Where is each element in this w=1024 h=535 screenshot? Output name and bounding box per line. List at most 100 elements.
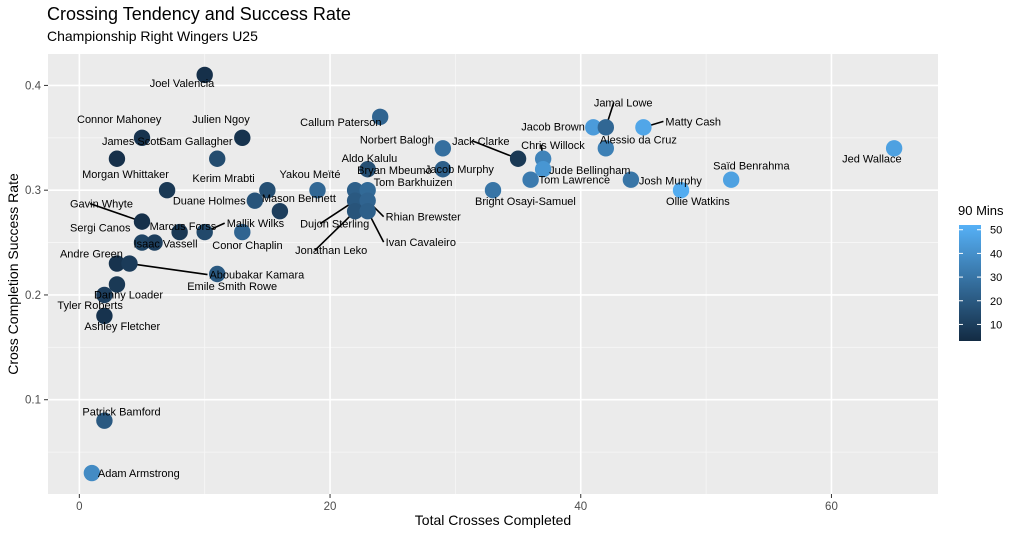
chart-subtitle: Championship Right Wingers U25 — [47, 28, 258, 44]
point-label: Marcus Forss — [150, 221, 217, 233]
point-label: Danny Loader — [94, 289, 163, 301]
point-label: Gavin Whyte — [70, 199, 133, 211]
x-tick-label: 0 — [76, 501, 82, 513]
data-point — [133, 129, 151, 147]
point-label: Yakou Meïté — [280, 169, 341, 181]
data-point — [309, 181, 326, 199]
point-label: Isaac Vassell — [134, 239, 198, 251]
point-label: Connor Mahoney — [77, 114, 162, 126]
data-point — [171, 223, 188, 241]
point-label: Julien Ngoy — [192, 114, 250, 126]
y-axis-title: Cross Completion Success Rate — [5, 173, 21, 375]
data-point — [622, 171, 640, 188]
data-point — [635, 119, 652, 136]
data-point — [434, 140, 452, 157]
data-point — [259, 181, 276, 199]
data-point — [209, 265, 226, 283]
x-tick-label: 60 — [825, 501, 838, 513]
data-point — [484, 181, 502, 199]
point-label: Alessio da Cruz — [600, 134, 677, 146]
point-label: Jack Clarke — [452, 136, 509, 148]
x-axis-title: Total Crosses Completed — [415, 512, 571, 528]
data-point — [585, 119, 602, 136]
data-point — [672, 181, 690, 199]
point-labels: Joel Valencia Connor Mahoney Julien Ngoy Ja… — [57, 78, 901, 480]
data-point — [234, 223, 251, 241]
point-label: Sergi Canos — [70, 223, 131, 235]
point-label: Sam Gallagher — [159, 136, 233, 148]
point-label: Kerim Mrabti — [192, 173, 254, 185]
point-label: Tom Lawrence — [539, 175, 611, 187]
point-label: Ollie Watkins — [666, 196, 730, 208]
y-tick-label: 0.3 — [25, 185, 41, 197]
point-label: Josh Murphy — [639, 176, 702, 188]
point-label: Emile Smith Rowe — [187, 281, 277, 293]
point-label: Morgan Whittaker — [82, 169, 169, 181]
point-label: Andre Green — [60, 249, 123, 261]
point-label: Callum Paterson — [300, 117, 381, 129]
data-point — [885, 140, 903, 157]
data-point — [234, 129, 251, 147]
legend-tick-label: 30 — [990, 272, 1002, 284]
y-tick-label: 0.4 — [25, 80, 42, 92]
data-point — [522, 171, 539, 188]
data-point — [597, 119, 615, 136]
point-label: Jude Bellingham — [549, 165, 630, 177]
data-point — [434, 161, 452, 178]
legend-ticks: 10 20 30 40 50 — [959, 225, 1002, 331]
point-label: Joel Valencia — [150, 78, 215, 90]
point-label: Dujon Sterling — [300, 219, 369, 231]
point-label: Matty Cash — [665, 116, 721, 128]
y-tick-label: 0.1 — [25, 395, 41, 407]
data-point — [722, 171, 740, 188]
x-tick-label: 20 — [324, 501, 337, 513]
point-label: Norbert Balogh — [360, 134, 434, 146]
point-label: Conor Chaplin — [212, 240, 282, 252]
point-label: Mason Bennett — [262, 193, 336, 205]
data-point — [96, 307, 113, 325]
data-point — [359, 202, 376, 220]
legend-title: 90 Mins — [958, 203, 1004, 218]
legend-tick-label: 20 — [990, 296, 1002, 308]
leader-line — [471, 140, 519, 160]
data-point — [108, 276, 126, 293]
legend-tick-label: 40 — [990, 248, 1002, 260]
point-label: Adam Armstrong — [98, 468, 180, 480]
data-point — [346, 202, 364, 220]
data-point — [209, 150, 226, 167]
data-point — [121, 255, 138, 272]
point-label: Chris Willock — [521, 140, 585, 152]
data-point — [96, 286, 113, 304]
point-label: Jonathan Leko — [295, 245, 367, 257]
leader-line — [314, 210, 356, 251]
data-point — [96, 412, 113, 429]
y-tick-label: 0.2 — [25, 290, 41, 302]
x-tick-label: 40 — [574, 501, 587, 513]
data-point — [371, 108, 389, 126]
data-point — [196, 66, 213, 84]
data-point — [246, 192, 264, 209]
point-label: Ashley Fletcher — [84, 321, 160, 333]
point-label: Ivan Cavaleiro — [386, 237, 456, 249]
point-label: Jacob Murphy — [425, 164, 495, 176]
data-point — [133, 213, 151, 230]
data-point — [271, 202, 289, 220]
data-point — [196, 223, 213, 241]
axis-ticks: 0 20 40 60 0.1 0.2 0.3 0.4 — [25, 80, 838, 513]
point-label: Aldo Kalulu — [342, 153, 398, 165]
point-label: Mallik Wilks — [227, 218, 285, 230]
point-label: Jed Wallace — [842, 153, 902, 165]
legend-tick-label: 10 — [990, 319, 1002, 331]
point-label: Bryan Mbeumo — [357, 165, 432, 177]
data-point — [83, 464, 101, 482]
legend-tick-label: 50 — [990, 225, 1002, 237]
leader-line — [129, 262, 208, 276]
point-label: Bright Osayi-Samuel — [475, 196, 576, 208]
point-label: James Scott — [102, 136, 163, 148]
point-label: Jacob Brown — [521, 121, 585, 133]
data-points — [83, 66, 903, 482]
plot-panel — [48, 54, 938, 494]
point-label: Jamal Lowe — [594, 97, 653, 109]
data-point — [509, 150, 527, 167]
